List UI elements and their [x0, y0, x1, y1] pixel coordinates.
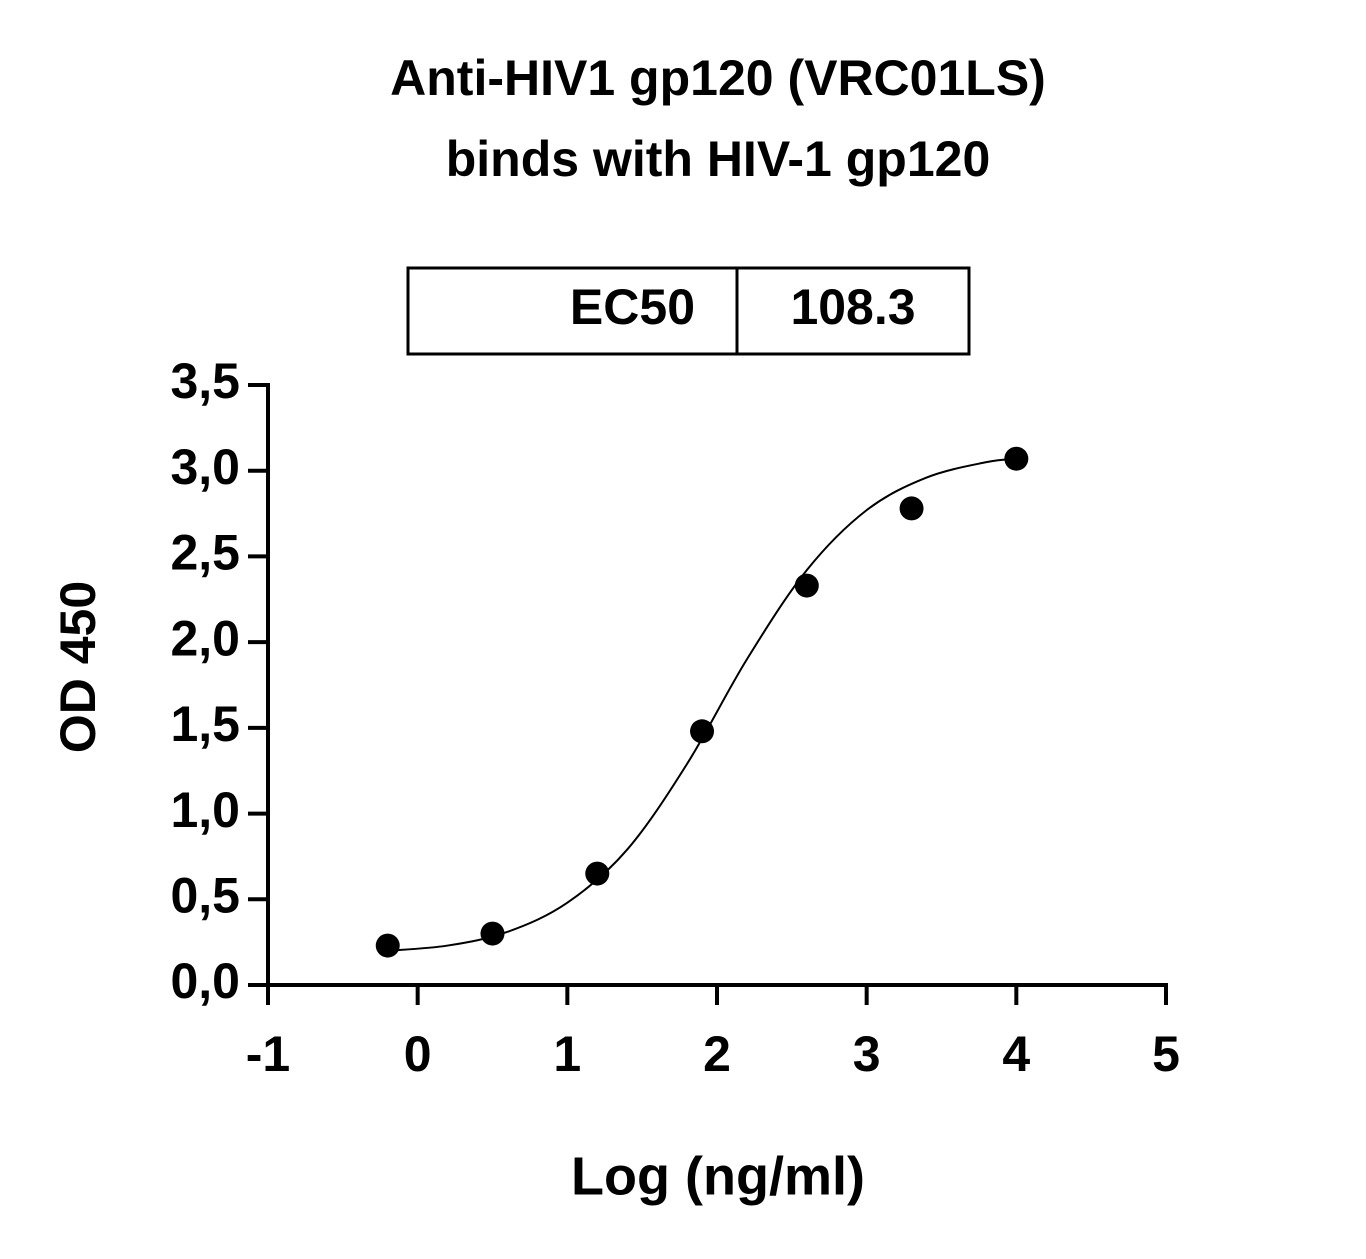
data-point — [375, 933, 400, 958]
data-point — [585, 861, 610, 886]
ec50-value: 108.3 — [790, 279, 915, 335]
y-tick-label: 2,5 — [170, 525, 240, 581]
x-tick-label: 1 — [553, 1026, 581, 1082]
y-tick-label: 1,5 — [170, 696, 240, 752]
y-tick-label: 0,5 — [170, 867, 240, 923]
x-axis-label: Log (ng/ml) — [571, 1146, 865, 1206]
x-tick-label: 4 — [1002, 1026, 1030, 1082]
x-tick-label: 0 — [404, 1026, 432, 1082]
y-tick-label: 2,0 — [170, 610, 240, 666]
x-tick-label: -1 — [246, 1026, 290, 1082]
x-tick-label: 3 — [853, 1026, 881, 1082]
y-axis-label: OD 450 — [50, 581, 106, 753]
chart-title: Anti-HIV1 gp120 (VRC01LS) — [390, 50, 1046, 106]
y-tick-label: 3,0 — [170, 439, 240, 495]
ec50-label: EC50 — [570, 279, 695, 335]
y-tick-label: 1,0 — [170, 782, 240, 838]
data-point — [480, 921, 505, 946]
fit-curve — [387, 457, 1017, 952]
x-tick-label: 5 — [1152, 1026, 1180, 1082]
data-point — [899, 496, 924, 521]
x-tick-label: 2 — [703, 1026, 731, 1082]
chart-title: binds with HIV-1 gp120 — [446, 131, 991, 187]
ec50-box — [406, 266, 971, 356]
y-tick-label: 0,0 — [170, 953, 240, 1009]
data-point — [794, 573, 819, 598]
y-tick-label: 3,5 — [170, 353, 240, 409]
data-point — [1004, 446, 1029, 471]
data-point — [690, 719, 715, 744]
